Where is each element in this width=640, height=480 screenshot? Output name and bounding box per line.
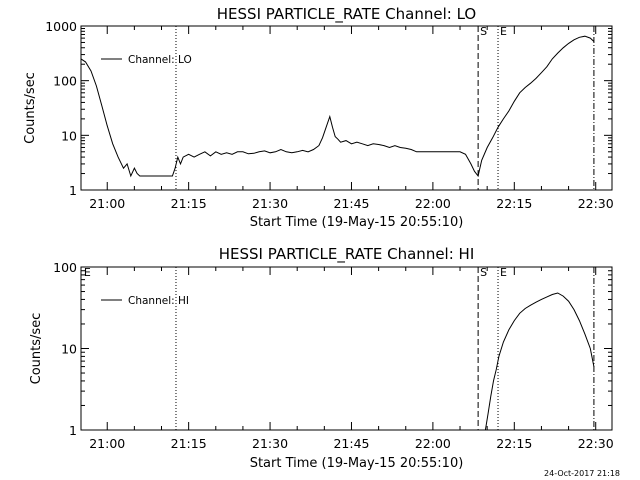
event-marker-label: S	[480, 25, 487, 38]
x-tick-label: 22:15	[496, 196, 532, 211]
x-tick-label: 21:00	[89, 196, 125, 211]
x-tick-label: 22:30	[578, 196, 614, 211]
x-tick-label: 21:00	[89, 436, 125, 451]
event-marker-label: E	[84, 266, 91, 279]
y-tick-label: 100	[53, 260, 77, 275]
x-tick-label: 21:45	[333, 436, 369, 451]
x-tick-label: 21:45	[333, 196, 369, 211]
x-tick-label: 22:15	[496, 436, 532, 451]
footer-timestamp: 24-Oct-2017 21:18	[544, 469, 620, 478]
x-tick-label: 22:30	[578, 436, 614, 451]
y-axis-label: Counts/sec	[23, 72, 38, 144]
event-marker-label: E	[500, 266, 507, 279]
x-axis-label: Start Time (19-May-15 20:55:10)	[250, 215, 464, 230]
chart-panel-lo: HESSI PARTICLE_RATE Channel: LO 21:00 21:1…	[23, 5, 614, 230]
y-tick-label: 1	[69, 423, 77, 438]
y-tick-label: 1000	[45, 19, 77, 34]
x-tick-label: 21:30	[252, 196, 288, 211]
legend-label: Channel: LO	[128, 54, 192, 66]
legend-label: Channel: HI	[128, 295, 189, 307]
y-tick-label: 10	[61, 342, 77, 357]
x-tick-label: 21:15	[171, 436, 207, 451]
plot-frame	[80, 25, 613, 191]
x-tick-label: 21:15	[171, 196, 207, 211]
event-marker-label: S	[480, 266, 487, 279]
y-axis-label: Counts/sec	[29, 313, 44, 385]
plot-frame	[80, 266, 613, 431]
x-axis-label: Start Time (19-May-15 20:55:10)	[250, 456, 464, 471]
y-tick-label: 100	[53, 74, 77, 89]
x-tick-label: 22:00	[415, 196, 451, 211]
series-line	[484, 292, 595, 431]
y-tick-label: 1	[69, 183, 77, 198]
series-line	[80, 35, 595, 178]
chart-title: HESSI PARTICLE_RATE Channel: LO	[217, 5, 476, 24]
y-tick-label: 10	[61, 128, 77, 143]
chart-panel-hi: HESSI PARTICLE_RATE Channel: HI 21:00 21:1…	[29, 245, 614, 471]
chart-title: HESSI PARTICLE_RATE Channel: HI	[219, 245, 475, 264]
x-tick-label: 21:30	[252, 436, 288, 451]
x-tick-label: 22:00	[415, 436, 451, 451]
event-marker-label: E	[500, 25, 507, 38]
